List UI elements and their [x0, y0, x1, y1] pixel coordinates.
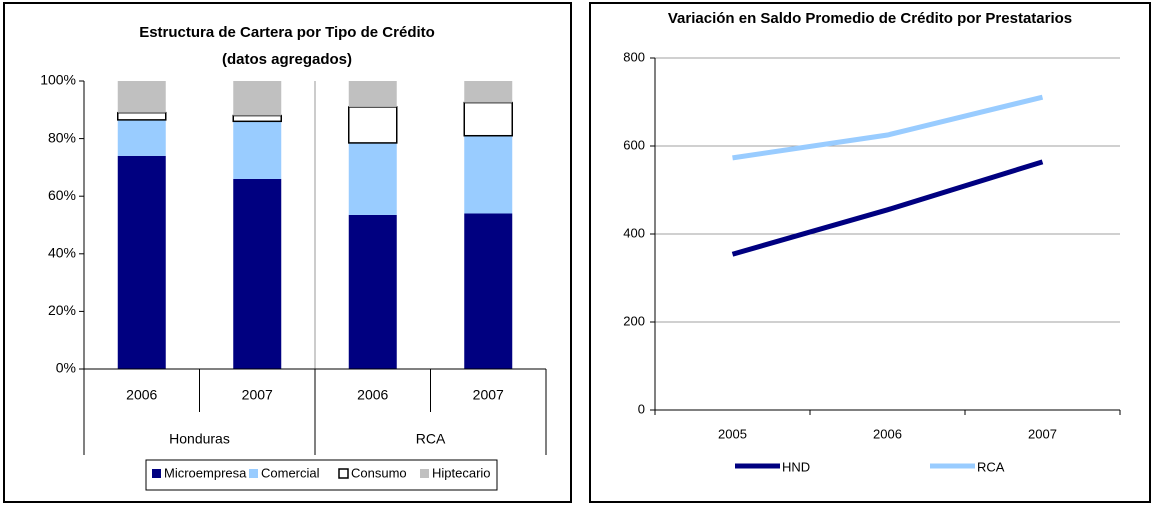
legend-swatch: [420, 469, 429, 478]
y-tick-label: 800: [623, 49, 645, 64]
legend-label: RCA: [977, 459, 1005, 474]
chart-title: Variación en Saldo Promedio de Crédito p…: [668, 10, 1072, 27]
bar-segment: [117, 111, 167, 121]
y-tick-label: 0: [638, 401, 645, 416]
bar-segment: [233, 81, 282, 116]
x-tick-label: 2006: [357, 387, 388, 403]
bar-segment: [464, 81, 513, 103]
bar-segment: [463, 101, 513, 137]
chart-title: Estructura de Cartera por Tipo de Crédit…: [139, 24, 435, 41]
bar-segment: [348, 106, 398, 144]
bar-segment: [117, 155, 166, 369]
chart-subtitle: (datos agregados): [222, 51, 352, 68]
bar-segment: [348, 142, 397, 215]
y-tick-label: 600: [623, 137, 645, 152]
bar-segment: [233, 178, 282, 369]
legend-label: Microempresa: [164, 465, 247, 480]
y-tick-label: 60%: [48, 187, 76, 203]
bar-segment: [117, 81, 166, 113]
x-tick-label: 2007: [242, 387, 273, 403]
group-label: RCA: [416, 431, 446, 447]
legend-label: Consumo: [351, 465, 407, 480]
bar-segment: [117, 119, 166, 156]
bar-segment: [464, 213, 513, 369]
x-tick-label: 2007: [1028, 426, 1057, 441]
bar-segment: [348, 81, 397, 107]
bar-segment: [464, 135, 513, 214]
right-panel: [589, 2, 1151, 503]
legend-label: Comercial: [261, 465, 320, 480]
bar-segment: [233, 121, 282, 179]
group-label: Honduras: [169, 431, 230, 447]
y-tick-label: 80%: [48, 129, 76, 145]
y-tick-label: 40%: [48, 245, 76, 261]
y-tick-label: 200: [623, 313, 645, 328]
line-series: [732, 94, 1044, 161]
legend-swatch: [152, 469, 161, 478]
legend-swatch: [249, 469, 258, 478]
legend-box: [145, 459, 498, 491]
x-tick-label: 2007: [473, 387, 504, 403]
x-tick-label: 2005: [718, 426, 747, 441]
y-tick-label: 400: [623, 225, 645, 240]
bar-segment: [232, 114, 282, 123]
y-tick-label: 100%: [40, 72, 76, 88]
bar-segment: [348, 214, 397, 369]
legend-swatch: [338, 468, 349, 479]
y-tick-label: 0%: [56, 360, 76, 376]
legend-label: HND: [782, 459, 810, 474]
legend-label: Hiptecario: [432, 465, 491, 480]
y-tick-label: 20%: [48, 302, 76, 318]
line-series: [731, 159, 1044, 257]
x-tick-label: 2006: [126, 387, 157, 403]
x-tick-label: 2006: [873, 426, 902, 441]
left-panel: [3, 2, 572, 503]
